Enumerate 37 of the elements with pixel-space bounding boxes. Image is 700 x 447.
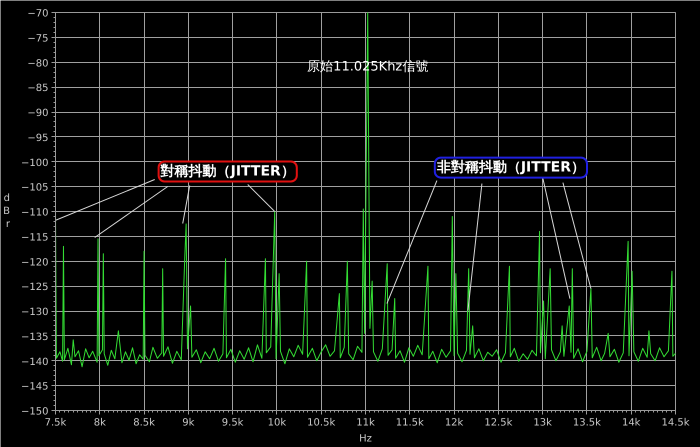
y-tick-label: −80 — [27, 58, 49, 70]
x-tick-label: 11k — [356, 418, 375, 428]
y-tick-label: −110 — [21, 208, 49, 218]
y-tick-label: −145 — [21, 382, 49, 393]
y-tick-label: −105 — [21, 182, 49, 194]
x-tick-label: 12k — [444, 418, 464, 428]
x-tick-label: 8k — [94, 418, 106, 428]
x-tick-label: 13.5k — [572, 418, 602, 428]
y-axis-title: dBr — [3, 192, 11, 230]
x-tick-label: 11.5k — [396, 418, 424, 428]
x-tick-label: 14.5k — [661, 418, 690, 428]
annotation: 對稱抖動（JITTER） — [160, 164, 295, 180]
y-tick-label: −115 — [21, 232, 49, 244]
y-tick-label: −125 — [21, 282, 49, 294]
y-tick-label: −135 — [21, 332, 49, 343]
x-tick-label: 10.5k — [307, 418, 336, 428]
y-tick-label: −90 — [27, 108, 49, 119]
x-tick-label: 13k — [533, 418, 552, 428]
y-tick-label: −120 — [21, 257, 49, 268]
y-tick-label: −150 — [21, 406, 49, 418]
y-tick-label: −70 — [27, 8, 49, 20]
annotation: 非對稱抖動（JITTER） — [436, 160, 586, 176]
x-axis-title: Hz — [359, 434, 372, 444]
line-series — [56, 12, 676, 368]
y-tick-label: −140 — [21, 356, 49, 368]
x-tick-label: 9.5k — [222, 418, 244, 428]
y-tick-label: −100 — [21, 158, 49, 169]
x-tick-label: 7.5k — [44, 418, 67, 428]
y-tick-label: −75 — [27, 33, 49, 44]
x-tick-label: 14k — [622, 418, 641, 428]
x-tick-label: 12.5k — [484, 418, 513, 428]
x-tick-label: 9k — [182, 418, 195, 428]
y-tick-label: −85 — [27, 83, 49, 94]
x-tick-label: 10k — [268, 418, 286, 428]
y-tick-label: −130 — [21, 307, 49, 318]
y-tick-label: −95 — [27, 132, 49, 144]
x-tick-label: 8.5k — [133, 418, 156, 428]
